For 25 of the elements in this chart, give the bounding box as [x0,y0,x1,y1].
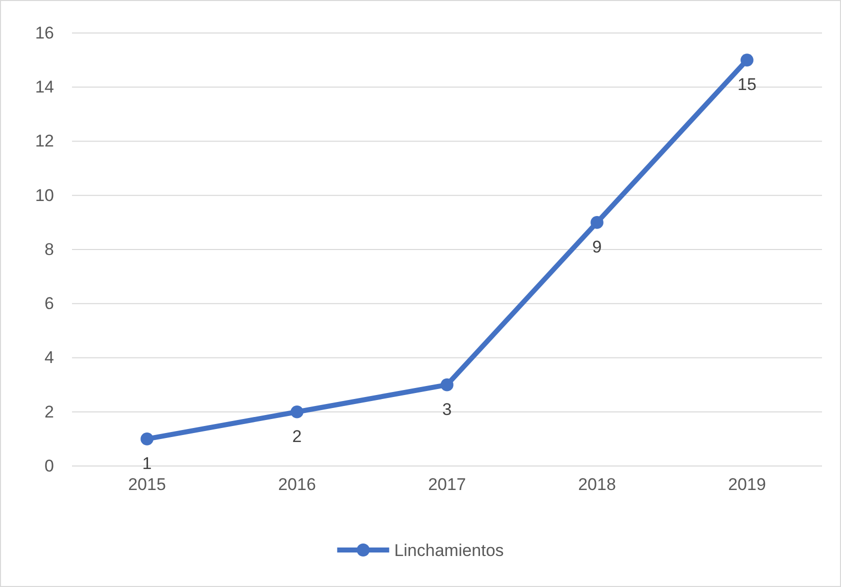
x-tick-label: 2016 [278,475,316,494]
y-tick-label: 14 [35,78,54,97]
y-tick-label: 16 [35,23,54,42]
point [740,54,754,66]
point [140,432,154,446]
y-tick-label: 2 [44,402,54,422]
data-label: 15 [738,75,756,94]
y-tick-label: 6 [44,294,54,314]
point [590,216,604,229]
data-label: 3 [442,400,452,419]
data-label: 1 [142,454,152,473]
y-tick-label: 4 [44,348,54,368]
y-tick-label: 10 [35,186,54,205]
x-tick-label: 2015 [128,475,166,494]
legend-label: Linchamientos [394,541,504,560]
x-tick-label: 2018 [578,475,616,494]
data-label: 2 [292,426,302,446]
x-tick-label: 2019 [728,475,766,494]
y-tick-label: 12 [35,132,54,151]
point [440,378,454,392]
point [290,405,304,418]
y-tick-label: 8 [44,240,54,259]
x-tick-label: 2017 [428,475,466,494]
y-tick-label: 0 [44,456,54,476]
data-label: 9 [592,237,602,256]
